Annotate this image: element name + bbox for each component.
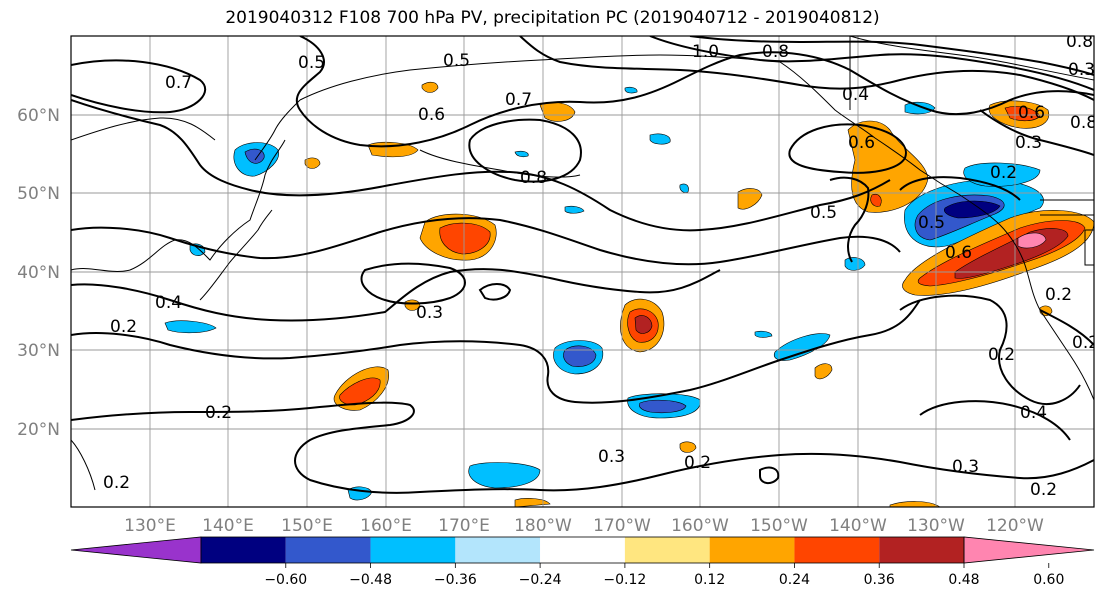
- contour-label: 1.0: [692, 42, 719, 62]
- contour-label: 0.3: [952, 457, 979, 477]
- contour-label: 0.5: [298, 53, 325, 73]
- longitude-labels: 130°E 140°E 150°E 160°E 170°E 180°W 170°…: [124, 516, 1044, 536]
- colorbar-segment: [370, 537, 456, 563]
- contour-label: 0.2: [990, 163, 1017, 183]
- colorbar-segment: [70, 536, 202, 564]
- map-border: [70, 35, 1095, 508]
- colorbar-segment: [794, 537, 880, 563]
- colorbar-tick-label: −0.48: [349, 572, 392, 588]
- contour-label: 0.6: [1018, 103, 1045, 123]
- coastlines: [71, 36, 1094, 491]
- colorbar-segment: [285, 537, 371, 563]
- lon-label: 170°W: [593, 516, 651, 536]
- lon-label: 130°W: [907, 516, 965, 536]
- contour-label: 0.2: [1045, 285, 1072, 305]
- colorbar-tick-label: −0.24: [519, 572, 562, 588]
- colorbar-segment: [201, 537, 286, 563]
- lon-label: 130°E: [124, 516, 176, 536]
- contour-label: 0.8: [520, 168, 547, 188]
- colorbar-tick-label: −0.60: [264, 572, 307, 588]
- precip-shading: [164, 81, 1094, 507]
- colorbar-tick-label: 0.48: [948, 572, 979, 588]
- contour-label: 0.3: [1015, 133, 1042, 153]
- contour-label: 0.7: [505, 90, 532, 110]
- colorbar-frame: [200, 536, 965, 564]
- contour-label: 0.8: [1066, 32, 1093, 52]
- colorbar-tick-label: 0.24: [779, 572, 810, 588]
- colorbar-segment: [540, 537, 625, 563]
- colorbar-tick-label: 0.12: [694, 572, 725, 588]
- contour-label: 0.2: [1030, 480, 1057, 500]
- contour-label: 0.6: [945, 243, 972, 263]
- lon-label: 160°E: [360, 516, 412, 536]
- contour-labels: 0.7 0.5 0.5 1.0 0.8 0.8 0.4 0.6 0.7 0.6 …: [103, 32, 1099, 500]
- colorbar-segment: [624, 537, 710, 563]
- colorbar-segment: [879, 537, 964, 563]
- contour-label: 0.6: [418, 105, 445, 125]
- contour-label: 0.3: [416, 303, 443, 323]
- contour-label: 0.5: [810, 203, 837, 223]
- contour-label: 0.5: [918, 213, 945, 233]
- lon-label: 150°W: [750, 516, 808, 536]
- lon-label: 120°W: [986, 516, 1044, 536]
- contour-label: 0.6: [848, 133, 875, 153]
- contour-label: 0.2: [103, 473, 130, 493]
- contour-label: 0.8: [1070, 113, 1097, 133]
- colorbar-tick-label: 0.60: [1033, 572, 1064, 588]
- colorbar-tick-label: −0.12: [603, 572, 646, 588]
- colorbar-tick-label: 0.36: [864, 572, 895, 588]
- contour-label: 0.2: [110, 317, 137, 337]
- lat-label: 30°N: [17, 341, 60, 361]
- colorbar-segment: [963, 536, 1095, 564]
- colorbar-segment: [455, 537, 541, 563]
- lon-label: 150°E: [281, 516, 333, 536]
- colorbar: −0.60 −0.48 −0.36 −0.24 −0.12 0.12 0.24 0.36 0.4…: [70, 536, 1095, 588]
- lon-label: 160°W: [671, 516, 729, 536]
- lon-label: 180°W: [514, 516, 572, 536]
- contour-label: 0.4: [842, 85, 869, 105]
- contour-label: 0.2: [205, 403, 232, 423]
- lat-label: 40°N: [17, 263, 60, 283]
- colorbar-segment: [709, 537, 795, 563]
- colorbar-tick-label: −0.36: [434, 572, 477, 588]
- contour-label: 0.2: [684, 453, 711, 473]
- contour-label: 0.8: [762, 42, 789, 62]
- contour-label: 0.4: [155, 293, 182, 313]
- contour-label: 0.7: [165, 73, 192, 93]
- contour-label: 0.3: [598, 447, 625, 467]
- pv-contours: [71, 36, 1094, 494]
- map-title: 2019040312 F108 700 hPa PV, precipitatio…: [225, 8, 880, 28]
- contour-label: 0.2: [988, 345, 1015, 365]
- contour-label: 0.5: [443, 51, 470, 71]
- lon-label: 140°W: [829, 516, 887, 536]
- contour-label: 0.4: [1020, 403, 1047, 423]
- lat-label: 50°N: [17, 184, 60, 204]
- latitude-labels: 60°N 50°N 40°N 30°N 20°N: [17, 106, 60, 440]
- lon-label: 140°E: [202, 516, 254, 536]
- lat-label: 20°N: [17, 420, 60, 440]
- contour-label: 0.3: [1068, 60, 1095, 80]
- lat-label: 60°N: [17, 106, 60, 126]
- lon-label: 170°E: [438, 516, 490, 536]
- contour-label: 0.2: [1072, 333, 1099, 353]
